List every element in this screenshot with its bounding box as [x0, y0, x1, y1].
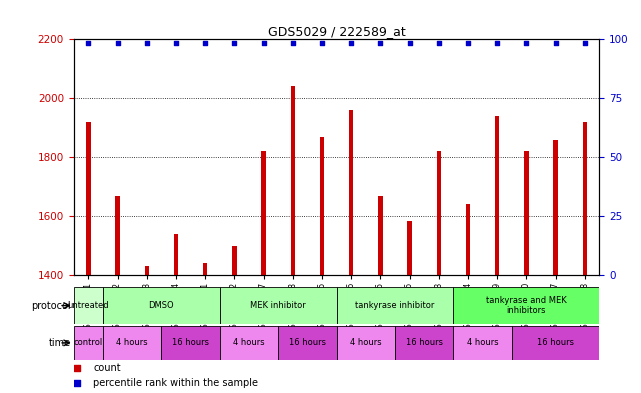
Bar [495, 116, 499, 275]
Text: 4 hours: 4 hours [233, 338, 265, 347]
Text: untreated: untreated [67, 301, 109, 310]
Text: protocol: protocol [31, 301, 71, 310]
Text: tankyrase and MEK
inhibitors: tankyrase and MEK inhibitors [486, 296, 567, 315]
Point [72, 364, 82, 371]
Text: 16 hours: 16 hours [537, 338, 574, 347]
Bar [337, 287, 453, 324]
Text: 4 hours: 4 hours [350, 338, 381, 347]
Point [229, 40, 240, 46]
Title: GDS5029 / 222589_at: GDS5029 / 222589_at [268, 25, 405, 38]
Bar [86, 122, 90, 275]
Bar [453, 326, 512, 360]
Point [142, 40, 152, 46]
Point [258, 40, 269, 46]
Bar [583, 122, 587, 275]
Bar [115, 195, 120, 275]
Bar [144, 266, 149, 275]
Text: 16 hours: 16 hours [406, 338, 443, 347]
Point [463, 40, 473, 46]
Bar [512, 326, 599, 360]
Text: DMSO: DMSO [149, 301, 174, 310]
Bar [74, 287, 103, 324]
Bar [407, 220, 412, 275]
Bar [162, 326, 220, 360]
Bar [174, 234, 178, 275]
Text: 4 hours: 4 hours [467, 338, 498, 347]
Text: MEK inhibitor: MEK inhibitor [250, 301, 306, 310]
Bar [74, 326, 103, 360]
Point [404, 40, 415, 46]
Bar [103, 326, 162, 360]
Text: percentile rank within the sample: percentile rank within the sample [93, 378, 258, 388]
Bar [220, 326, 278, 360]
Text: 16 hours: 16 hours [289, 338, 326, 347]
Bar [220, 287, 337, 324]
Bar [524, 151, 529, 275]
Point [433, 40, 444, 46]
Point [72, 380, 82, 386]
Point [83, 40, 94, 46]
Point [200, 40, 210, 46]
Bar [290, 86, 295, 275]
Point [346, 40, 356, 46]
Text: 4 hours: 4 hours [116, 338, 148, 347]
Bar [203, 263, 207, 275]
Bar [349, 110, 353, 275]
Text: tankyrase inhibitor: tankyrase inhibitor [355, 301, 435, 310]
Point [521, 40, 531, 46]
Point [112, 40, 122, 46]
Point [579, 40, 590, 46]
Text: time: time [48, 338, 71, 348]
Bar [337, 326, 395, 360]
Bar [320, 136, 324, 275]
Bar [437, 151, 441, 275]
Bar [262, 151, 266, 275]
Point [551, 40, 561, 46]
Point [317, 40, 327, 46]
Bar [378, 195, 383, 275]
Bar [553, 140, 558, 275]
Bar [232, 246, 237, 275]
Bar [466, 204, 470, 275]
Point [171, 40, 181, 46]
Bar [103, 287, 220, 324]
Point [288, 40, 298, 46]
Bar [278, 326, 337, 360]
Text: control: control [74, 338, 103, 347]
Point [375, 40, 385, 46]
Point [492, 40, 503, 46]
Text: 16 hours: 16 hours [172, 338, 209, 347]
Bar [453, 287, 599, 324]
Text: count: count [93, 363, 121, 373]
Bar [395, 326, 453, 360]
